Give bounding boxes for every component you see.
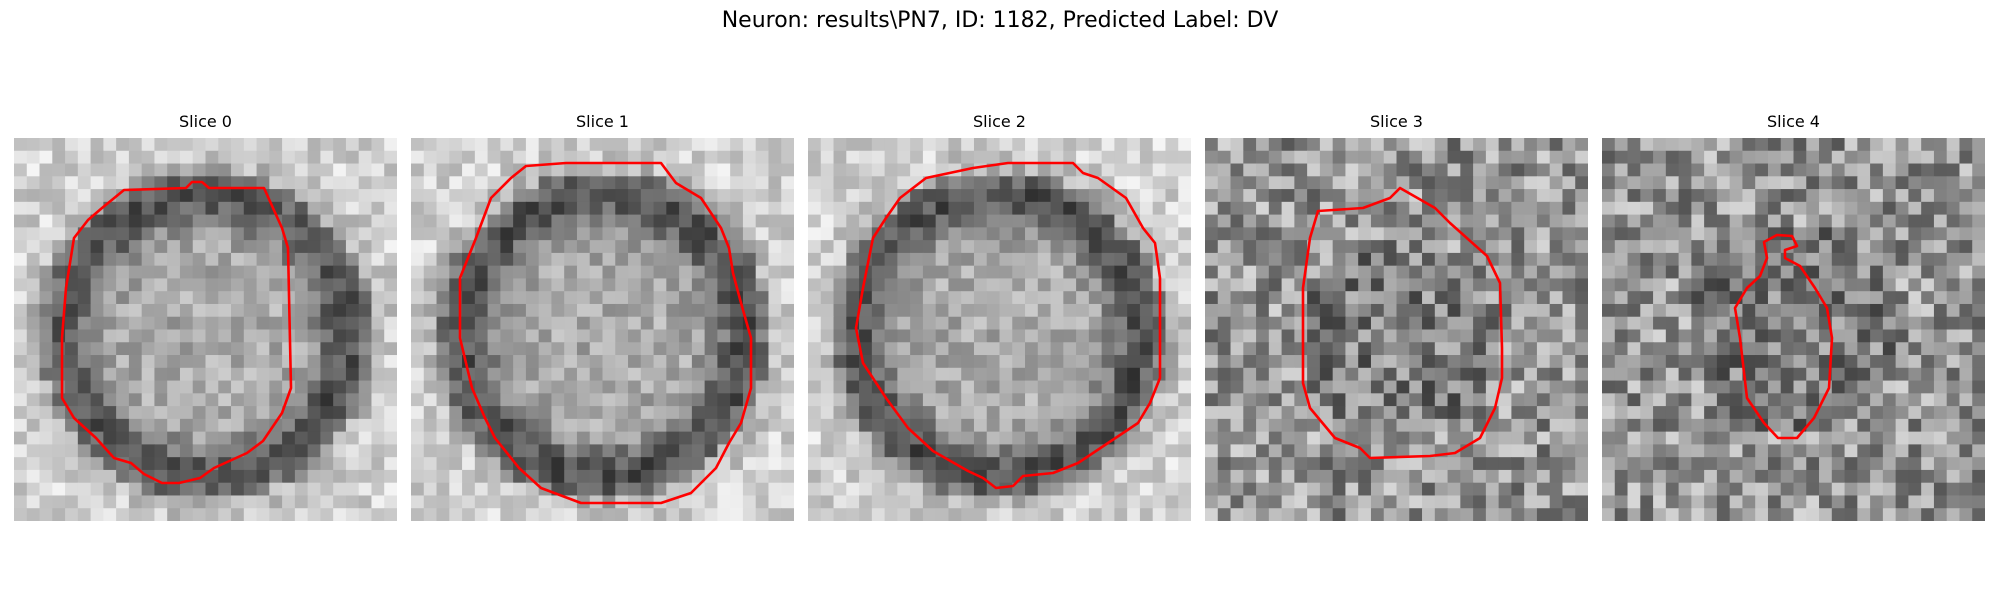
slice-title: Slice 0 [179, 112, 232, 131]
segmentation-contour [854, 161, 1162, 490]
grayscale-pixel-grid [14, 138, 397, 521]
segmentation-contour [458, 161, 753, 505]
grayscale-pixel-grid [411, 138, 794, 521]
segmentation-contour [60, 180, 293, 485]
slice-title: Slice 1 [576, 112, 629, 131]
slice-image [1205, 138, 1588, 521]
slice-image [14, 138, 397, 521]
figure-title: Neuron: results\PN7, ID: 1182, Predicted… [721, 8, 1279, 33]
slice-image [1602, 138, 1985, 521]
slice-panel-2: Slice 2 [808, 110, 1191, 521]
slice-title: Slice 2 [973, 112, 1026, 131]
grayscale-pixel-grid [1602, 138, 1985, 521]
slice-panel-4: Slice 4 [1602, 110, 1985, 521]
segmentation-contour [1301, 186, 1504, 460]
slice-panel-0: Slice 0 [14, 110, 397, 521]
slice-panel-1: Slice 1 [411, 110, 794, 521]
slice-panel-3: Slice 3 [1205, 110, 1588, 521]
slice-title: Slice 3 [1370, 112, 1423, 131]
slice-image [411, 138, 794, 521]
grayscale-pixel-grid [808, 138, 1191, 521]
grayscale-pixel-grid [1205, 138, 1588, 521]
slice-title: Slice 4 [1767, 112, 1820, 131]
slice-image [808, 138, 1191, 521]
segmentation-contour [1733, 233, 1834, 440]
